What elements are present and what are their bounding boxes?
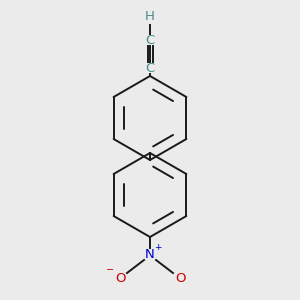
Text: O: O [115,272,125,284]
Text: N: N [145,248,155,262]
Text: H: H [145,11,155,23]
Text: C: C [146,34,154,46]
Text: −: − [106,265,114,275]
Text: O: O [175,272,185,284]
Text: C: C [146,61,154,74]
Text: +: + [154,244,162,253]
